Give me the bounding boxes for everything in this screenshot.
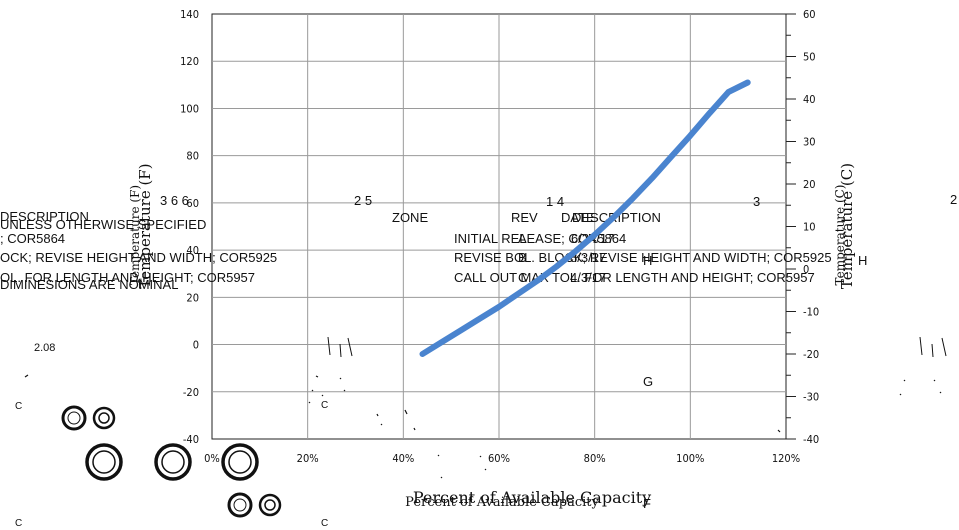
x-tick-label: 120%: [772, 452, 800, 465]
overlay-zone-h2: H: [858, 253, 867, 268]
y-right-tick-label: 50: [803, 51, 816, 64]
overlay-revise-block: REVISE BOL. BLOCK; REVISE HEIGHT AND WID…: [454, 250, 832, 265]
y-right-tick-label: -40: [803, 433, 819, 446]
overlay-symbols: [24, 336, 947, 518]
ring-symbol: [233, 498, 247, 512]
y-left-tick-label: 20: [186, 291, 199, 304]
ring-symbol: [228, 450, 252, 474]
tick-labels: 0% 20% 40% 60% 80% 100% 120%140120100806040200…: [180, 8, 819, 465]
overlay-dim-value: 2.08: [34, 342, 55, 354]
y-right-tick-label: -30: [803, 391, 819, 404]
x-axis-label-ghost: Percent of Available Capacity: [405, 495, 599, 510]
overlay-zone: ZONE: [392, 210, 428, 225]
ring-symbol: [98, 412, 110, 424]
ring-symbol: [67, 411, 81, 425]
overlay-rev-c: C: [518, 270, 527, 285]
x-tick-label: 80%: [584, 452, 606, 465]
y-left-tick-label: 0: [193, 339, 199, 352]
y-right-axis-label-ghost: Temperature (C): [833, 185, 847, 286]
series-line: [419, 79, 751, 357]
x-tick-label: 100%: [676, 452, 704, 465]
x-tick-label: 40%: [392, 452, 414, 465]
ring-symbol: [264, 499, 276, 511]
y-right-tick-label: 10: [803, 221, 816, 234]
x-tick-label: 60%: [488, 452, 510, 465]
overlay-cor5864-left: ; COR5864: [0, 231, 65, 246]
y-left-tick-label: -20: [183, 386, 199, 399]
overlay-rev-b: B: [518, 250, 527, 265]
ring-symbol: [221, 443, 259, 481]
y-left-tick-label: -40: [183, 433, 199, 446]
overlay-col-nums-left: 3 6 6: [160, 193, 189, 208]
ring-symbol: [61, 405, 87, 431]
y-right-axis-label: Temperature (C): [838, 163, 856, 289]
overlay-revise-left: OCK; REVISE HEIGHT AND WIDTH; COR5925: [0, 250, 277, 265]
overlay-c-left-2: C: [15, 518, 22, 529]
grid: [212, 14, 786, 439]
overlay-zone-f: F: [643, 496, 651, 511]
speck-cluster: [24, 374, 942, 396]
overlay-dimensions-note: DIMINESIONS ARE NOMINAL: [0, 277, 178, 292]
x-tick-label: 20%: [297, 452, 319, 465]
overlay-zone-h: H: [643, 253, 652, 268]
dash-mark: [919, 336, 947, 358]
y-left-tick-label: 140: [180, 8, 199, 21]
ring-symbol: [154, 443, 192, 481]
ring-symbol: [85, 443, 123, 481]
y-left-tick-label: 100: [180, 102, 199, 115]
y-right-tick-label: 30: [803, 136, 816, 149]
y-left-axis-label-ghost: Temperature (F): [128, 185, 142, 285]
y-right-tick-label: 60: [803, 8, 816, 21]
y-left-tick-label: 80: [186, 150, 199, 163]
x-tick-label: 0%: [204, 452, 220, 465]
overlay-date: DATE: [561, 210, 595, 225]
overlay-col-num-3: 3: [753, 194, 760, 209]
overlay-unless-note: UNLESS OTHERWISE SPECIFIED: [0, 217, 206, 232]
ring-symbol: [227, 492, 253, 518]
x-axis-label: Percent of Available Capacity: [413, 488, 651, 507]
ring-symbol: [92, 406, 116, 430]
overlay-call-out: CALL OUT MAX TOL. FOR LENGTH AND HEIGHT;…: [454, 270, 815, 285]
speck-cluster: [308, 375, 781, 479]
overlay-tol-left: OL. FOR LENGTH AND HEIGHT; COR5957: [0, 270, 255, 285]
y-right-tick-label: 40: [803, 93, 816, 106]
ring-symbol: [258, 493, 282, 517]
overlay-zone-g: G: [643, 374, 653, 389]
overlay-col-nums-mid: 2 5: [354, 193, 372, 208]
y-right-tick-label: 0: [803, 263, 809, 276]
overlay-col-num-2: 2: [950, 192, 957, 207]
overlay-date-c: 4/3/17: [570, 270, 606, 285]
ring-symbol: [161, 450, 185, 474]
overlay-c-mid-2: C: [321, 518, 328, 529]
y-right-tick-label: -20: [803, 348, 819, 361]
overlay-c-left-1: C: [15, 401, 22, 412]
y-left-axis-label: Temperature (F): [136, 163, 154, 288]
overlay-rev-a: A: [518, 231, 527, 246]
ticks: [786, 13, 796, 440]
y-left-tick-label: 60: [186, 197, 199, 210]
y-left-tick-label: 120: [180, 55, 199, 68]
overlay-col-nums-right: 1 4: [546, 194, 564, 209]
overlay-rev: REV: [511, 210, 538, 225]
overlay-date-b: 8/3/17: [570, 250, 606, 265]
y-right-tick-label: 20: [803, 178, 816, 191]
ring-symbol: [92, 450, 116, 474]
y-left-tick-label: 40: [186, 244, 199, 257]
dash-mark: [327, 336, 353, 358]
overlay-c-mid-1: C: [321, 400, 328, 411]
overlay-description-header: DESCRIPTION: [0, 209, 89, 224]
y-right-tick-label: -10: [803, 306, 819, 319]
